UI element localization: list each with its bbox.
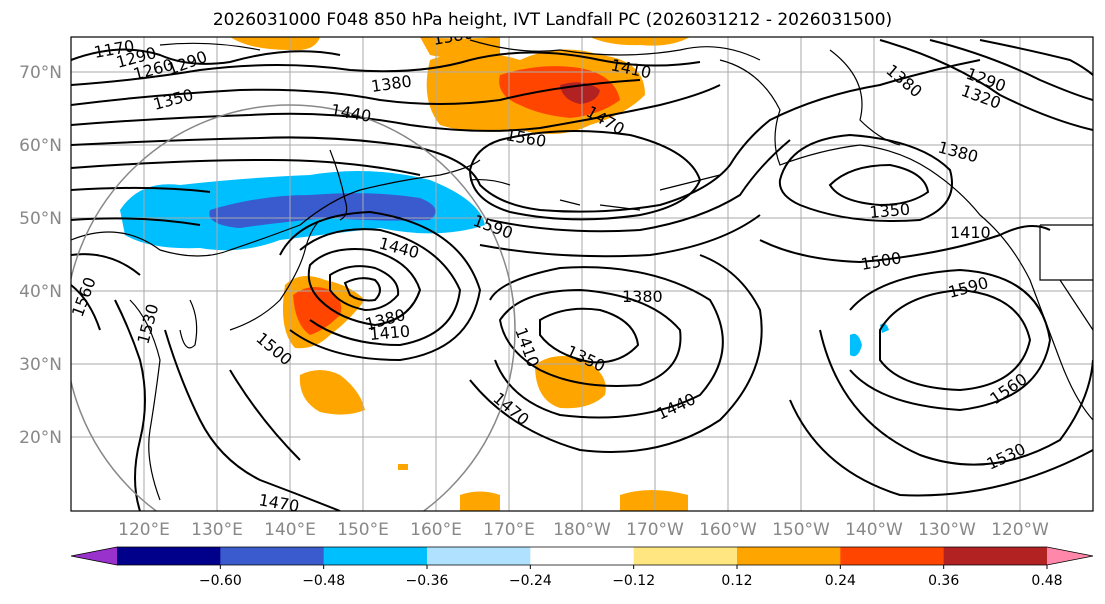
height-contours [71, 39, 1093, 511]
map-frame [70, 36, 1094, 512]
contour-label: 1350 [151, 85, 195, 114]
colorbar-tick-label: −0.24 [509, 573, 552, 589]
lon-label: 140°W [845, 520, 903, 540]
lon-label: 170°E [483, 520, 535, 540]
colorbar-segment [220, 547, 325, 565]
colorbar-segment [530, 547, 635, 565]
latitude-labels: 70°N 60°N 50°N 40°N 30°N 20°N [19, 63, 62, 448]
colorbar-segment [427, 547, 531, 565]
colorbar-segment [840, 547, 945, 565]
contour-label: 1440 [377, 234, 421, 263]
lat-label: 20°N [19, 428, 62, 448]
lon-label: 130°E [191, 520, 243, 540]
colorbar-segment [117, 547, 221, 565]
colorbar-tick-label: 0.24 [825, 573, 856, 589]
contour-label: 1290 [165, 47, 210, 79]
landfall-circle [71, 104, 516, 511]
colorbar-tick-label: 0.12 [721, 573, 752, 589]
contour-label: 1410 [950, 223, 991, 242]
lon-label: 120°W [991, 520, 1049, 540]
contour-label: 1440 [654, 389, 699, 423]
lon-label: 170°W [626, 520, 684, 540]
map-plot-area: 1170 1290 1260 1290 1350 1380 1410 1440 … [68, 23, 1093, 516]
colorbar-extend-high [1047, 547, 1093, 565]
graticule [71, 37, 1093, 511]
colorbar-segment [323, 547, 428, 565]
contour-label: 1380 [936, 138, 980, 167]
colorbar-segment [737, 547, 841, 565]
lat-label: 40°N [19, 282, 62, 302]
lon-label: 150°W [772, 520, 830, 540]
lon-label: 160°E [410, 520, 462, 540]
contour-label: 1380 [431, 23, 474, 49]
contour-label: 1350 [869, 200, 911, 222]
contour-label: 1440 [329, 100, 372, 126]
colorbar-tick-label: −0.48 [302, 573, 345, 589]
contour-label: 1530 [984, 439, 1029, 473]
lat-label: 70°N [19, 63, 62, 83]
lon-label: 120°E [118, 520, 170, 540]
ivt-positive-shading [230, 37, 690, 511]
contour-label: 1560 [68, 275, 100, 320]
lat-label: 50°N [19, 209, 62, 229]
contour-label: 1380 [622, 287, 663, 306]
contour-label: 1590 [946, 273, 990, 302]
colorbar-tick-label: 0.48 [1031, 573, 1062, 589]
colorbar-outline [70, 546, 1094, 566]
colorbar-tick-label: 0.36 [928, 573, 959, 589]
colorbar-tick-label: −0.12 [612, 573, 655, 589]
lat-label: 60°N [19, 136, 62, 156]
contour-label: 1410 [369, 322, 411, 344]
longitude-labels: 120°E 130°E 140°E 150°E 160°E 170°E 180°… [118, 520, 1049, 540]
contour-label: 1470 [257, 490, 300, 516]
colorbar-extend-low [71, 547, 117, 565]
lon-label: 150°E [337, 520, 389, 540]
ivt-negative-shading [120, 171, 889, 357]
coastlines [71, 39, 1093, 501]
colorbar: −0.60 −0.48 −0.36 −0.24 −0.12 0.12 0.24 0.36 0.4… [70, 546, 1094, 589]
lon-label: 180°W [553, 520, 611, 540]
contour-label: 1470 [489, 389, 532, 430]
lon-label: 160°W [699, 520, 757, 540]
lon-label: 130°W [918, 520, 976, 540]
colorbar-segment [943, 547, 1048, 565]
lat-label: 30°N [19, 355, 62, 375]
colorbar-tick-label: −0.36 [406, 573, 449, 589]
contour-label: 1500 [859, 248, 902, 274]
contour-label: 1410 [511, 325, 543, 370]
map-title: 2026031000 F048 850 hPa height, IVT Land… [212, 10, 893, 30]
colorbar-tick-label: −0.60 [199, 573, 242, 589]
lon-label: 140°E [264, 520, 316, 540]
contour-label: 1380 [370, 71, 413, 95]
colorbar-segment [633, 547, 738, 565]
contour-label: 1380 [882, 61, 925, 102]
